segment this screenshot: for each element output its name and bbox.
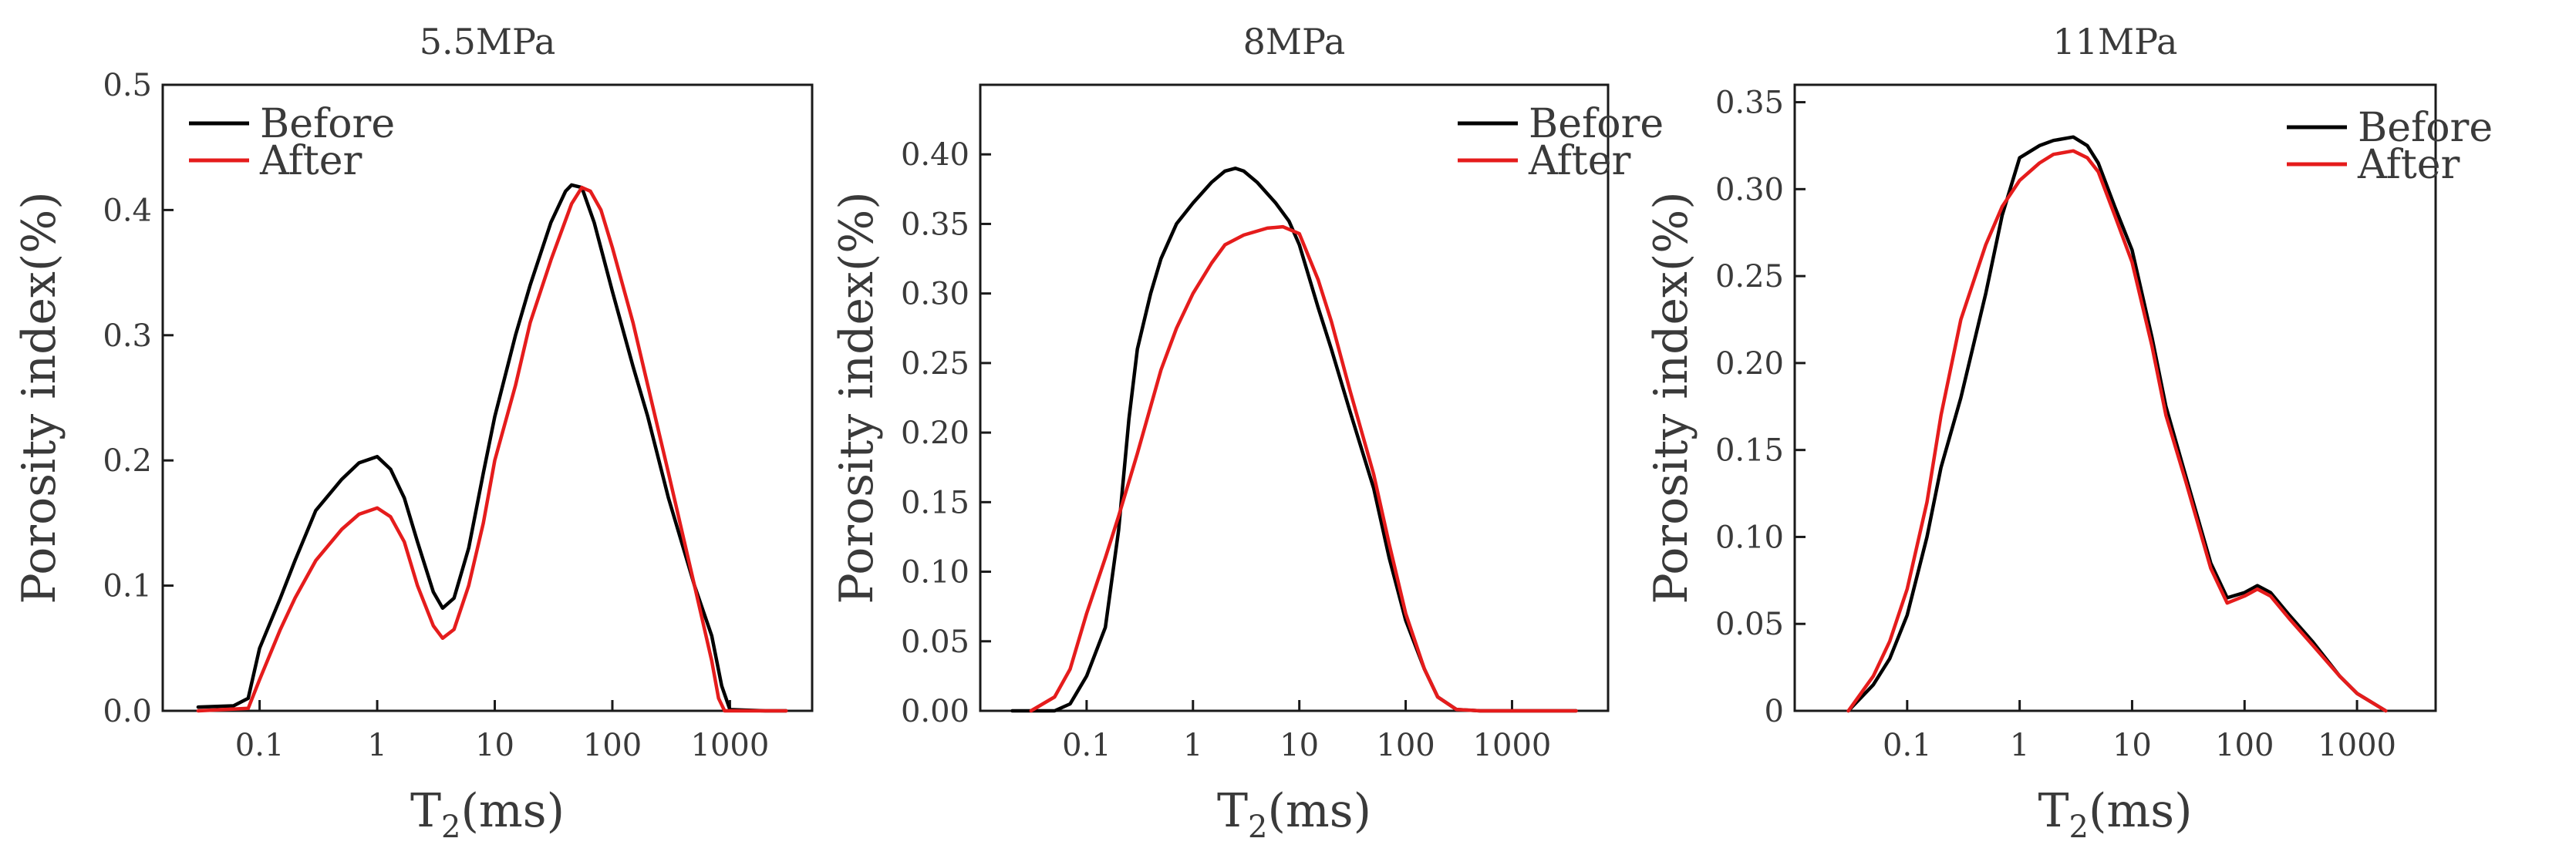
panel-2-x-tick-label: 10: [1280, 728, 1319, 763]
panel-3-y-tick-label: 0.05: [1715, 607, 1784, 642]
panel-1-x-tick-label: 0.1: [235, 728, 285, 763]
panel-3-x-axis-label-unit: (ms): [2089, 784, 2193, 838]
panel-1-x-axis-label-unit: (ms): [460, 784, 565, 838]
panel-3-series-after-line: [1846, 149, 2388, 713]
panel-2-y-axis-label: Porosity index(%): [830, 191, 884, 604]
panel-2-x-tick-label: 100: [1376, 728, 1435, 763]
panel-2-chart: 8MPa 0.00 0.05 0.10 0.15 0.20 0.25 0.30 0.35 0.40…: [830, 21, 1664, 845]
panel-3-title: 11MPa: [2053, 21, 2178, 62]
panel-1-x-tick-label: 1: [367, 728, 386, 763]
panel-3-x-tick-label: 1: [2010, 728, 2029, 763]
panel-3-legend-label-before: Before: [2358, 105, 2493, 151]
panel-2-y-tick-label: 0.40: [901, 137, 969, 173]
panel-2-y-tick-label: 0.30: [901, 277, 969, 312]
panel-2-y-tick-label: 0.10: [901, 555, 969, 591]
panel-2-y-tick-label: 0.20: [901, 416, 969, 451]
panel-3-x-tick-label: 10: [2112, 728, 2152, 763]
panel-3-y-tick-label: 0.20: [1715, 346, 1784, 382]
panel-1-y-tick-label: 0.5: [103, 68, 152, 103]
panel-1-x-axis-label-subscript: 2: [441, 810, 460, 845]
panel-3-y-tick-label: 0.35: [1715, 86, 1784, 121]
panel-3-y-tick-label: 0.10: [1715, 520, 1784, 555]
panel-3-y-tick-label: 0.15: [1715, 433, 1784, 469]
panel-1-x-tick-label: 100: [583, 728, 642, 763]
panel-2-x-tick-label: 1000: [1473, 728, 1552, 763]
panel-2-series-after-line: [1029, 224, 1578, 713]
panel-2-legend-label-before: Before: [1529, 101, 1664, 147]
panel-2-x-axis-label-subscript: 2: [1248, 810, 1267, 845]
panel-3-x-axis-label: T2(ms): [2038, 784, 2193, 845]
panel-1-plot-frame: [161, 83, 814, 712]
panel-2-series-before-line: [1010, 167, 1578, 713]
panel-3-chart: 11MPa 0 0.05 0.10 0.15 0.20 0.25 0.30 0.35 0.1 1 10…: [1644, 21, 2493, 845]
panel-1-y-axis-label: Porosity index(%): [12, 191, 66, 604]
panel-1-y-tick-label: 0.4: [103, 193, 152, 228]
panel-2-y-tick-label: 0.15: [901, 485, 969, 520]
panel-3-x-tick-label: 0.1: [1883, 728, 1932, 763]
panel-2-y-tick-label: 0.05: [901, 624, 969, 660]
panel-2-title: 8MPa: [1243, 21, 1346, 62]
panel-1-y-tick-label: 0.3: [103, 318, 152, 354]
panel-3-x-tick-label: 100: [2215, 728, 2274, 763]
panel-3-x-axis-label-subscript: 2: [2069, 810, 2089, 845]
panel-3-y-tick-label: 0: [1765, 694, 1784, 729]
panel-1-y-tick-label: 0.2: [103, 443, 152, 479]
panel-2-y-tick-label: 0.35: [901, 207, 969, 242]
panel-1-x-axis-label-main: T: [410, 784, 441, 838]
panel-2-legend-label-after: After: [1528, 138, 1631, 184]
panel-1-series-after-line: [196, 185, 788, 713]
panel-1-series-before-line: [196, 183, 788, 713]
panel-2-x-tick-label: 1: [1183, 728, 1202, 763]
panel-2-x-tick-label: 0.1: [1062, 728, 1111, 763]
panel-2-plot-frame: [979, 83, 1610, 712]
panel-2-x-axis-label-unit: (ms): [1267, 784, 1371, 838]
panel-1-legend-label-after: After: [259, 138, 362, 184]
panel-1-x-axis-label: T2(ms): [410, 784, 565, 845]
panel-1-x-tick-label: 1000: [691, 728, 770, 763]
panel-2-y-tick-label: 0.25: [901, 346, 969, 382]
panel-3-series-before-line: [1846, 135, 2388, 713]
panel-3-y-tick-label: 0.25: [1715, 259, 1784, 295]
panel-3-x-axis-label-main: T: [2038, 784, 2069, 838]
panel-2-x-axis-label: T2(ms): [1217, 784, 1371, 845]
panel-1-title: 5.5MPa: [420, 21, 556, 62]
panel-2-y-tick-label: 0.00: [901, 694, 969, 729]
panel-3-x-tick-label: 1000: [2318, 728, 2396, 763]
panel-1-y-tick-label: 0.0: [103, 694, 152, 729]
panel-2-x-axis-label-main: T: [1217, 784, 1248, 838]
panel-1-x-tick-label: 10: [475, 728, 514, 763]
panel-3-plot-frame: [1793, 83, 2437, 712]
panel-1-y-tick-label: 0.1: [103, 569, 152, 604]
panel-1-legend-label-before: Before: [260, 101, 395, 147]
panel-3-y-axis-label: Porosity index(%): [1644, 191, 1698, 604]
panel-3-legend-label-after: After: [2357, 142, 2460, 188]
panel-3-y-tick-label: 0.30: [1715, 172, 1784, 207]
panel-1-chart: 5.5MPa 0.0 0.1 0.2 0.3 0.4 0.5 0.1 1 10 100 1000 Por…: [12, 21, 814, 845]
